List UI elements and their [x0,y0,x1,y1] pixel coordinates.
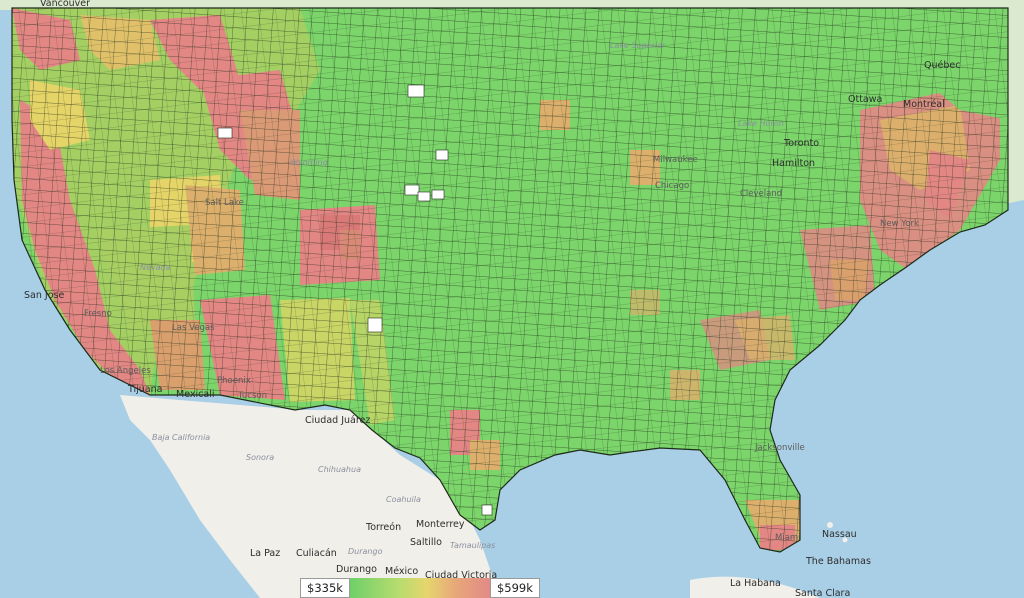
legend: $335k $599k [300,578,540,598]
label-hamilton: Hamilton [772,158,815,169]
label-las-vegas: Las Vegas [172,323,215,333]
label-saltillo: Saltillo [410,537,442,548]
label-la-habana: La Habana [730,578,781,589]
label-coahuila: Coahuila [386,495,421,504]
label-miami: Miami [775,533,801,543]
label-montreal: Montréal [903,99,945,110]
label-san-jose: San Jose [24,290,64,301]
label-sonora: Sonora [246,453,274,462]
label-mexicali: Mexicali [176,389,214,400]
label-ottawa: Ottawa [848,94,882,105]
label-lake-superior: Lake Superior [610,41,666,50]
label-durango-state: Durango [348,547,383,556]
label-lake-huron: Lake Huron [738,119,784,128]
label-monterrey: Monterrey [416,519,465,530]
label-tucson: Tucson [237,391,267,401]
label-ciudad-victoria: Ciudad Victoria [425,570,497,581]
legend-min-label: $335k [300,578,350,598]
label-nevada: Nevada [140,263,171,272]
baja-california-land [150,400,280,598]
label-los-angeles: Los Angeles [100,366,151,376]
label-vancouver: Vancouver [40,0,90,9]
mexico-land [120,395,500,598]
label-torreon: Torreón [365,522,401,533]
label-fresno: Fresno [84,309,112,319]
label-la-paz: La Paz [250,548,280,559]
legend-gradient [349,578,490,598]
label-the-bahamas: The Bahamas [805,556,871,567]
label-tijuana: Tijuana [127,384,162,395]
label-cleveland: Cleveland [740,189,782,199]
label-culiacan: Culiacán [296,548,337,559]
label-tamaulipas: Tamaulipas [450,541,495,550]
legend-max-label: $599k [489,578,540,598]
label-jacksonville: Jacksonville [754,443,805,453]
us-outline [11,7,1009,553]
label-toronto: Toronto [783,138,819,149]
label-chicago: Chicago [655,181,689,191]
label-wyoming: Wyoming [290,158,328,167]
label-milwaukee: Milwaukee [653,155,698,165]
label-baja-california: Baja California [152,433,210,442]
label-durango: Durango [336,564,377,575]
label-nassau: Nassau [822,529,857,540]
label-new-york: New York [880,219,919,229]
label-chihuahua: Chihuahua [318,465,361,474]
label-mexico: México [385,566,418,577]
label-salt-lake: Salt Lake [205,198,244,208]
label-phoenix: Phoenix [217,376,251,386]
label-santa-clara: Santa Clara [795,588,850,598]
cuba-land [690,576,820,598]
label-ciudad-juarez: Ciudad Juárez [305,415,370,426]
bahamas-island [842,537,848,543]
label-quebec: Québec [924,60,960,71]
bahamas-island [827,522,833,528]
